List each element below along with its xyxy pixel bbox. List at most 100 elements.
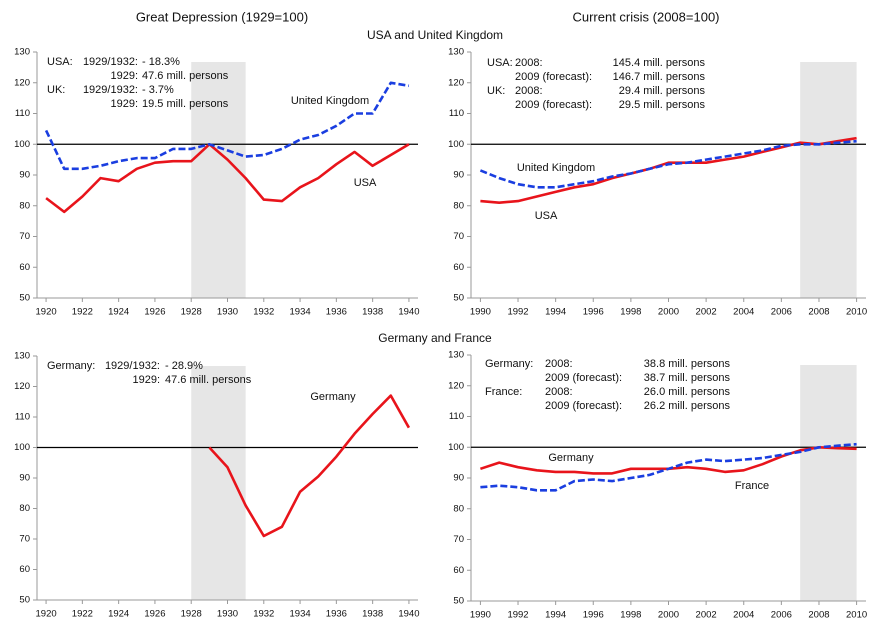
annotation-period: 1929: bbox=[110, 98, 138, 110]
series-label: United Kingdom bbox=[291, 95, 369, 107]
highlight-band bbox=[800, 365, 857, 601]
series-line bbox=[45, 143, 410, 214]
annotation-period: 1929/1932: bbox=[83, 56, 138, 68]
y-tick-label: 80 bbox=[453, 503, 464, 514]
annotation-country: UK: bbox=[47, 84, 65, 96]
y-tick-label: 70 bbox=[19, 534, 30, 545]
series-label: Germany bbox=[310, 391, 356, 403]
annotation-country: Germany: bbox=[47, 360, 95, 372]
y-tick-label: 60 bbox=[19, 564, 30, 575]
x-tick-label: 1936 bbox=[326, 307, 347, 318]
x-tick-label: 2004 bbox=[733, 610, 754, 621]
y-tick-label: 70 bbox=[453, 534, 464, 545]
x-tick-label: 1930 bbox=[217, 307, 238, 318]
annotation-value: 38.7 mill. persons bbox=[644, 372, 731, 384]
x-tick-label: 1926 bbox=[144, 307, 165, 318]
series-line bbox=[208, 394, 411, 538]
x-tick-label: 1992 bbox=[507, 307, 528, 318]
x-tick-label: 1926 bbox=[144, 609, 165, 620]
annotation-value: 47.6 mill. persons bbox=[165, 374, 252, 386]
y-tick-label: 50 bbox=[19, 595, 30, 606]
x-tick-label: 1938 bbox=[362, 307, 383, 318]
x-tick-label: 1928 bbox=[181, 307, 202, 318]
highlight-band bbox=[191, 366, 246, 600]
x-tick-label: 1990 bbox=[470, 610, 491, 621]
x-tick-label: 1920 bbox=[36, 609, 57, 620]
x-tick-label: 2008 bbox=[808, 610, 829, 621]
y-tick-label: 50 bbox=[453, 293, 464, 304]
annotation-period: 2008: bbox=[515, 57, 543, 69]
y-tick-label: 80 bbox=[19, 200, 30, 211]
series-line bbox=[480, 442, 857, 492]
annotation-period: 1929: bbox=[110, 70, 138, 82]
y-tick-label: 120 bbox=[14, 77, 30, 88]
y-tick-label: 60 bbox=[453, 262, 464, 273]
y-tick-label: 130 bbox=[14, 351, 30, 362]
y-tick-label: 90 bbox=[453, 473, 464, 484]
y-tick-label: 100 bbox=[14, 139, 30, 150]
annotation-period: 2008: bbox=[515, 85, 543, 97]
annotation-period: 2009 (forecast): bbox=[515, 99, 592, 111]
x-tick-label: 1928 bbox=[181, 609, 202, 620]
y-tick-label: 60 bbox=[453, 565, 464, 576]
annotation-country: Germany: bbox=[485, 358, 533, 370]
annotation-period: 2009 (forecast): bbox=[515, 71, 592, 83]
annotation-value: 19.5 mill. persons bbox=[142, 98, 229, 110]
x-tick-label: 1932 bbox=[253, 609, 274, 620]
section-title: USA and United Kingdom bbox=[367, 28, 503, 42]
y-tick-label: 90 bbox=[19, 170, 30, 181]
annotation-period: 1929/1932: bbox=[105, 360, 160, 372]
y-tick-label: 100 bbox=[14, 442, 30, 453]
x-tick-label: 1990 bbox=[470, 307, 491, 318]
x-tick-label: 1920 bbox=[36, 307, 57, 318]
annotation-value: 26.2 mill. persons bbox=[644, 400, 731, 412]
y-tick-label: 50 bbox=[453, 596, 464, 607]
highlight-band bbox=[191, 62, 246, 298]
column-title: Great Depression (1929=100) bbox=[136, 9, 308, 24]
x-tick-label: 1934 bbox=[290, 307, 311, 318]
column-title: Current crisis (2008=100) bbox=[572, 9, 719, 24]
series-label: France bbox=[735, 480, 769, 492]
x-tick-label: 2008 bbox=[808, 307, 829, 318]
series-label: USA bbox=[354, 177, 377, 189]
y-tick-label: 80 bbox=[19, 503, 30, 514]
annotation-value: 29.4 mill. persons bbox=[619, 85, 706, 97]
x-tick-label: 1924 bbox=[108, 307, 129, 318]
section-title: Germany and France bbox=[378, 331, 492, 345]
x-tick-label: 1934 bbox=[290, 609, 311, 620]
series-label: USA bbox=[535, 210, 558, 222]
x-tick-label: 1992 bbox=[507, 610, 528, 621]
x-tick-label: 1922 bbox=[72, 609, 93, 620]
y-tick-label: 110 bbox=[15, 412, 30, 423]
annotation-country: USA: bbox=[47, 56, 73, 68]
x-tick-label: 1994 bbox=[545, 610, 566, 621]
annotation-country: USA: bbox=[487, 57, 513, 69]
x-tick-label: 2010 bbox=[846, 610, 867, 621]
y-tick-label: 100 bbox=[448, 139, 464, 150]
y-tick-label: 70 bbox=[19, 231, 30, 242]
x-tick-label: 1994 bbox=[545, 307, 566, 318]
annotation-value: 47.6 mill. persons bbox=[142, 70, 229, 82]
series-line bbox=[44, 81, 410, 171]
annotation-country: UK: bbox=[487, 85, 505, 97]
x-tick-label: 1940 bbox=[398, 307, 419, 318]
annotation-value: 26.0 mill. persons bbox=[644, 386, 731, 398]
annotation-period: 2008: bbox=[545, 358, 573, 370]
annotation-period: 1929: bbox=[132, 374, 160, 386]
x-tick-label: 1932 bbox=[253, 307, 274, 318]
y-tick-label: 130 bbox=[14, 47, 30, 58]
annotation-period: 1929/1932: bbox=[83, 84, 138, 96]
annotation-country: France: bbox=[485, 386, 522, 398]
series-label: Germany bbox=[548, 452, 594, 464]
y-tick-label: 120 bbox=[14, 381, 30, 392]
x-tick-label: 1940 bbox=[398, 609, 419, 620]
highlight-band bbox=[800, 62, 857, 298]
y-tick-label: 110 bbox=[449, 411, 464, 422]
x-tick-label: 1922 bbox=[72, 307, 93, 318]
x-tick-label: 1930 bbox=[217, 609, 238, 620]
y-tick-label: 120 bbox=[448, 77, 464, 88]
series-label: United Kingdom bbox=[517, 162, 595, 174]
y-tick-label: 70 bbox=[453, 231, 464, 242]
